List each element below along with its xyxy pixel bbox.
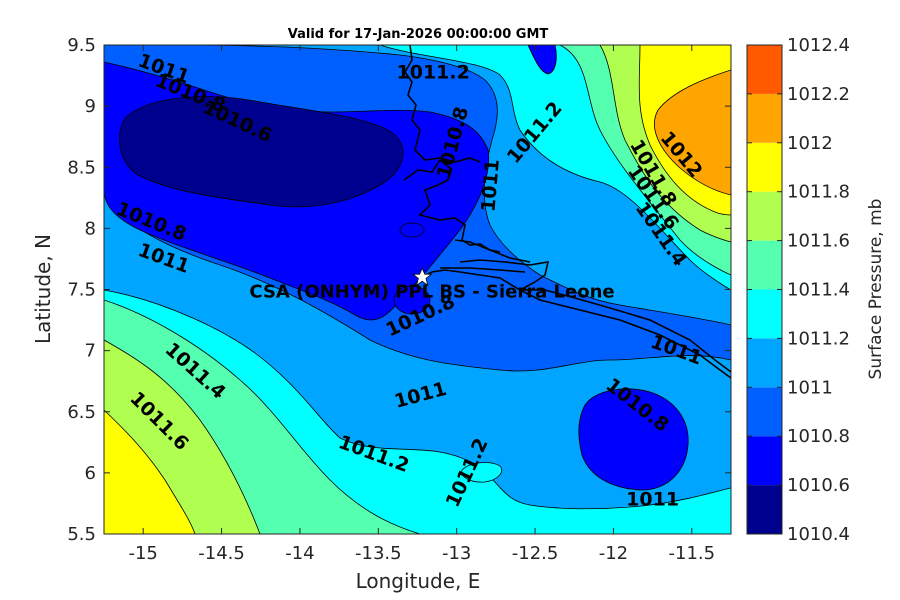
colorbar-tick-label: 1011.6 xyxy=(787,231,850,252)
colorbar-tick-label: 1010.4 xyxy=(787,524,850,545)
colorbar-label: Surface Pressure, mb xyxy=(866,199,886,380)
x-tick-label: -15 xyxy=(128,543,157,564)
y-tick-label: 9.5 xyxy=(67,35,96,56)
site-star-marker xyxy=(412,267,433,287)
colorbar-segment xyxy=(747,45,782,94)
site-label: CSA (ONHYM) PPL BS - Sierra Leone xyxy=(249,281,614,302)
contour-label: 1011 xyxy=(626,488,679,510)
river-channel-b xyxy=(440,267,526,273)
field-blob-coast-a xyxy=(399,222,425,238)
y-tick-label: 7.5 xyxy=(67,280,96,301)
colorbar-segment xyxy=(747,289,782,339)
colorbar-segment xyxy=(747,436,782,486)
x-axis-label: Longitude, E xyxy=(356,569,481,593)
field-1010.6-se xyxy=(578,388,689,491)
field-1012-east xyxy=(654,69,731,196)
y-tick-label: 9 xyxy=(85,96,96,117)
coastline-main xyxy=(419,269,731,379)
y-tick-label: 6 xyxy=(85,463,96,484)
river-north xyxy=(404,45,481,163)
colorbar-segment xyxy=(747,191,782,241)
field-1011.2-patch xyxy=(461,462,502,483)
y-axis-label: Latitude, N xyxy=(31,234,55,344)
x-tick-label: -13 xyxy=(442,543,471,564)
colorbar-tick-label: 1011 xyxy=(787,377,833,398)
field-1010.6-north-blob xyxy=(527,45,557,75)
x-tick-label: -12 xyxy=(599,543,628,564)
x-tick-label: -11.5 xyxy=(669,543,716,564)
x-tick-label: -14 xyxy=(285,543,314,564)
coastline-layer xyxy=(403,45,731,379)
colorbar-segment xyxy=(747,142,782,192)
x-tick-label: -13.5 xyxy=(355,543,402,564)
y-tick-label: 8.5 xyxy=(67,157,96,178)
colorbar-tick-label: 1011.4 xyxy=(787,280,850,301)
colorbar-tick-label: 1010.6 xyxy=(787,475,850,496)
colorbar-tick-label: 1011.2 xyxy=(787,328,850,349)
field-blob-coast-b xyxy=(393,285,431,315)
colorbar-segment xyxy=(747,485,782,534)
colorbar-tick-label: 1012.4 xyxy=(787,35,850,56)
x-tick-label: -14.5 xyxy=(198,543,245,564)
river-channel-a xyxy=(454,239,531,263)
chart-title: Valid for 17-Jan-2026 00:00:00 GMT xyxy=(288,27,549,42)
colorbar-segment xyxy=(747,387,782,437)
contour-label: 1011 xyxy=(477,158,504,213)
colorbar-tick-label: 1010.8 xyxy=(787,426,850,447)
colorbar-segment xyxy=(747,240,782,290)
colorbar: 1010.4 1010.6 1010.8 1011 1011.2 1011.4 1011.6… xyxy=(746,35,850,545)
x-tick-label: -12.5 xyxy=(512,543,559,564)
y-tick-label: 8 xyxy=(85,218,96,239)
axis-ticks: -15 -14.5 -14 -13.5 -13 -12.5 -12 -11.5 5.5 6 6.5 7… xyxy=(67,35,731,564)
colorbar-segment xyxy=(747,93,782,143)
colorbar-tick-label: 1011.8 xyxy=(787,182,850,203)
y-tick-label: 6.5 xyxy=(67,402,96,423)
y-tick-label: 5.5 xyxy=(67,524,96,545)
colorbar-tick-label: 1012.2 xyxy=(787,84,850,105)
field-1010.4-core xyxy=(119,96,404,208)
field-1011.8-sw xyxy=(104,409,196,534)
y-tick-label: 7 xyxy=(85,341,96,362)
coastline-river-delta xyxy=(403,158,501,253)
contour-label: 1011.2 xyxy=(397,62,470,84)
colorbar-tick-label: 1012 xyxy=(787,133,833,154)
colorbar-segment xyxy=(747,338,782,388)
coastline-estuary xyxy=(459,259,731,373)
